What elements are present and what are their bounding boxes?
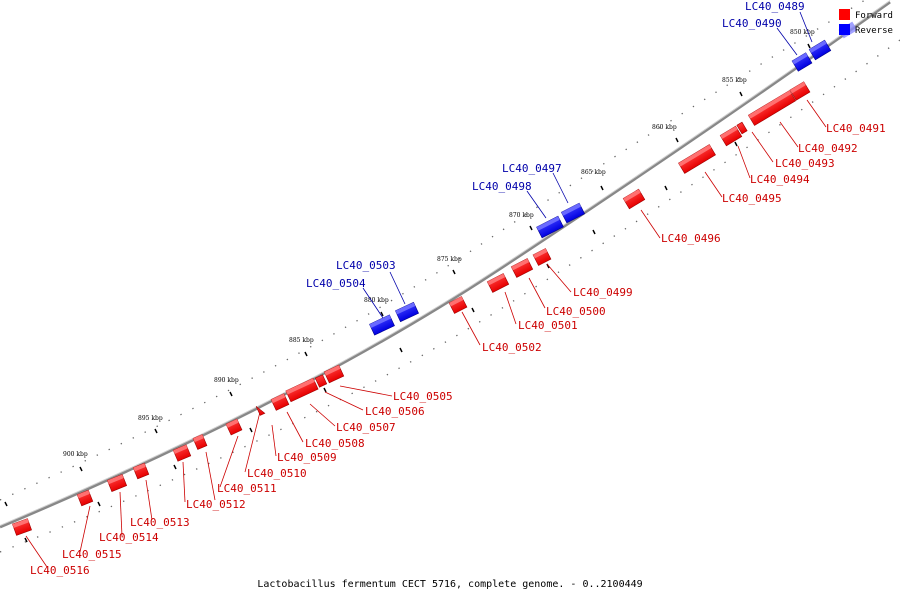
gene-label[interactable]: LC40_0513 <box>130 516 190 529</box>
gene-label[interactable]: LC40_0509 <box>277 451 337 464</box>
tick-label: 870 kbp <box>509 212 534 219</box>
gene-label[interactable]: LC40_0516 <box>30 564 90 577</box>
gene-label[interactable]: LC40_0490 <box>722 17 782 30</box>
gene-LC40_0511[interactable] <box>192 434 208 450</box>
legend-forward-swatch <box>839 9 850 20</box>
gene-label[interactable]: LC40_0512 <box>186 498 246 511</box>
gene-LC40_0495[interactable] <box>678 144 716 174</box>
genome-backbone-highlight <box>0 0 891 526</box>
gene-LC40_0490[interactable] <box>791 52 813 72</box>
gene-LC40_0516[interactable] <box>12 518 32 536</box>
gene-label[interactable]: LC40_0491 <box>826 122 886 135</box>
tick-labels: 850 kbp 855 kbp 860 kbp 865 kbp 870 kbp … <box>63 29 815 458</box>
gene-LC40_0507[interactable] <box>285 377 319 403</box>
legend-reverse-label: Reverse <box>855 26 893 36</box>
gene-LC40_0512[interactable] <box>172 444 192 462</box>
gene-label[interactable]: LC40_0507 <box>336 421 396 434</box>
tick-marks <box>4 43 811 543</box>
map-title: Lactobacillus fermentum CECT 5716, compl… <box>257 579 642 590</box>
gene-LC40_0515[interactable] <box>76 489 94 507</box>
gene-label[interactable]: LC40_0493 <box>775 157 835 170</box>
legend-forward-label: Forward <box>855 11 893 21</box>
gene-label[interactable]: LC40_0489 <box>745 0 805 13</box>
gene-label[interactable]: LC40_0501 <box>518 319 578 332</box>
gene-label[interactable]: LC40_0510 <box>247 467 307 480</box>
gene-LC40_0501[interactable] <box>486 273 510 293</box>
outer-dotted-track <box>0 0 866 501</box>
gene-label[interactable]: LC40_0494 <box>750 173 810 186</box>
gene-LC40_0492[interactable] <box>747 90 797 126</box>
gene-LC40_0491[interactable] <box>789 81 811 101</box>
tick-label: 875 kbp <box>437 256 462 263</box>
legend: Forward Reverse <box>839 9 893 36</box>
gene-label[interactable]: LC40_0505 <box>393 390 453 403</box>
gene-label[interactable]: LC40_0515 <box>62 548 122 561</box>
gene-label[interactable]: LC40_0508 <box>305 437 365 450</box>
gene-LC40_0503[interactable] <box>395 301 419 323</box>
tick-label: 890 kbp <box>214 377 239 384</box>
tick-label: 885 kbp <box>289 337 314 344</box>
gene-LC40_0499[interactable] <box>532 248 552 266</box>
gene-label[interactable]: LC40_0498 <box>472 180 532 193</box>
gene-label[interactable]: LC40_0502 <box>482 341 542 354</box>
gene-label[interactable]: LC40_0497 <box>502 162 562 175</box>
gene-LC40_0496[interactable] <box>622 188 646 210</box>
gene-label[interactable]: LC40_0511 <box>217 482 277 495</box>
gene-LC40_0506[interactable] <box>314 374 328 388</box>
gene-LC40_0513[interactable] <box>132 462 150 480</box>
tick-label: 855 kbp <box>722 77 747 84</box>
genome-backbone <box>0 0 891 529</box>
gene-blocks <box>12 21 858 536</box>
gene-LC40_0497[interactable] <box>560 202 586 224</box>
gene-label[interactable]: LC40_0500 <box>546 305 606 318</box>
tick-label: 895 kbp <box>138 415 163 422</box>
tick-label: 850 kbp <box>790 29 815 36</box>
gene-LC40_0489[interactable] <box>808 39 832 61</box>
gene-label[interactable]: LC40_0499 <box>573 286 633 299</box>
gene-label[interactable]: LC40_0506 <box>365 405 425 418</box>
gene-LC40_0494[interactable] <box>719 125 743 147</box>
tick-label: 880 kbp <box>364 297 389 304</box>
gene-LC40_0508[interactable] <box>270 393 290 411</box>
gene-LC40_0500[interactable] <box>510 258 534 278</box>
gene-LC40_0504[interactable] <box>369 314 395 336</box>
gene-LC40_0502[interactable] <box>448 296 468 314</box>
tick-label: 900 kbp <box>63 451 88 458</box>
gene-LC40_0514[interactable] <box>106 474 128 492</box>
gene-label[interactable]: LC40_0504 <box>306 277 366 290</box>
gene-LC40_0505[interactable] <box>323 364 345 384</box>
gene-labels: LC40_0489 LC40_0490 LC40_0491 LC40_0492 … <box>30 0 886 577</box>
legend-reverse-swatch <box>839 24 850 35</box>
gene-label[interactable]: LC40_0514 <box>99 531 159 544</box>
tick-label: 860 kbp <box>652 124 677 131</box>
leader-lines <box>25 11 827 568</box>
gene-label[interactable]: LC40_0492 <box>798 142 858 155</box>
gene-label[interactable]: LC40_0503 <box>336 259 396 272</box>
gene-LC40_0510[interactable] <box>225 418 243 436</box>
gene-LC40_0498[interactable] <box>536 215 564 239</box>
gene-label[interactable]: LC40_0495 <box>722 192 782 205</box>
gene-LC40_0493[interactable] <box>736 121 748 135</box>
tick-label: 865 kbp <box>581 169 606 176</box>
gene-LC40_0509[interactable] <box>255 404 266 416</box>
gene-label[interactable]: LC40_0496 <box>661 232 721 245</box>
